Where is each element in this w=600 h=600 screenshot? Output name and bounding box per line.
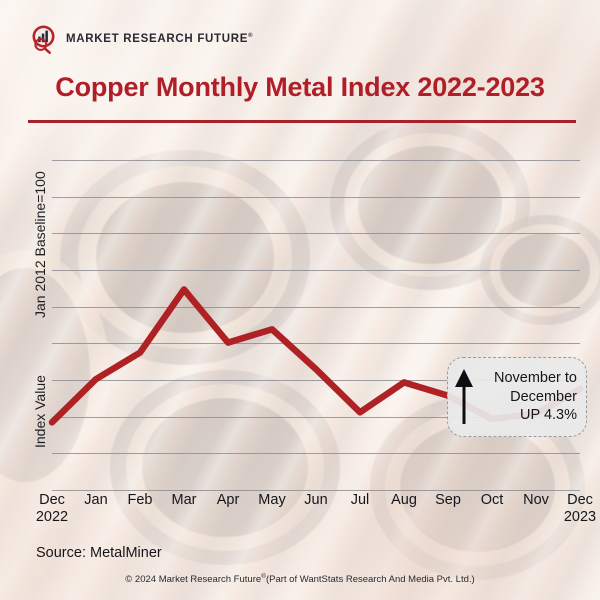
gridline — [52, 270, 580, 271]
x-axis-tick-month: Oct — [480, 492, 504, 508]
callout-text: November to December UP 4.3% — [480, 369, 577, 424]
x-axis-tick-month: Jun — [304, 492, 328, 508]
x-axis-tick: Jan — [68, 492, 124, 508]
gridline — [52, 307, 580, 308]
callout-line-2: December — [510, 388, 577, 405]
x-axis-tick: Apr — [200, 492, 256, 508]
callout-line-3: UP 4.3% — [520, 407, 577, 424]
x-axis: Dec 2022 Jan Feb Mar Apr May Jun Jul Aug Sep Oct Nov… — [36, 492, 596, 540]
gridline — [52, 343, 580, 344]
x-axis-tick: Jul — [332, 492, 388, 508]
x-axis-tick: Jun — [288, 492, 344, 508]
x-axis-tick-month: Sep — [435, 492, 461, 508]
x-axis-tick-year: 2022 — [35, 509, 69, 525]
y-axis-title-index-value: Index Value — [32, 375, 48, 448]
x-axis-tick: Dec 2022 — [24, 492, 80, 525]
x-axis-tick-month: May — [258, 492, 286, 508]
x-axis-tick-year: 2023 — [563, 509, 597, 525]
x-axis-tick: Nov — [508, 492, 564, 508]
x-axis-tick: Oct — [464, 492, 520, 508]
copyright-pre: © 2024 Market Research Future — [125, 574, 262, 586]
brand-name-text: MARKET RESEARCH FUTURE — [66, 33, 249, 45]
y-axis-title-baseline: Jan 2012 Baseline=100 — [32, 171, 48, 318]
callout-november-to-december: November to December UP 4.3% — [447, 357, 587, 437]
x-axis-tick-month: Nov — [523, 492, 549, 508]
x-axis-tick-month: Feb — [127, 492, 153, 508]
x-axis-tick-month: Apr — [216, 492, 240, 508]
copyright-registered: ® — [261, 573, 266, 580]
source-label: Source: MetalMiner — [36, 545, 162, 561]
gridline — [52, 160, 580, 161]
copper-index-line — [48, 286, 584, 426]
x-axis-tick: Aug — [376, 492, 432, 508]
x-axis-tick: Dec 2023 — [552, 492, 600, 525]
callout-line-1: November to — [493, 370, 577, 387]
gridline — [52, 197, 580, 198]
gridline — [52, 453, 580, 454]
gridline — [52, 233, 580, 234]
title-divider — [28, 120, 576, 123]
x-axis-tick: Sep — [420, 492, 476, 508]
copyright-post: (Part of WantStats Research And Media Pv… — [265, 574, 475, 586]
x-axis-tick-month: Dec — [567, 492, 593, 508]
x-axis-tick: Feb — [112, 492, 168, 508]
registered-mark: ® — [248, 33, 254, 40]
brand-name: MARKET RESEARCH FUTURE® — [66, 33, 253, 45]
x-axis-tick-month: Dec — [39, 492, 65, 508]
x-axis-tick-month: Jul — [350, 492, 370, 508]
copyright-notice: © 2024 Market Research Future®(Part of W… — [0, 573, 600, 585]
brand-logo: MARKET RESEARCH FUTURE® — [30, 22, 253, 56]
x-axis-tick-month: Jan — [84, 492, 108, 508]
x-axis-tick-month: Aug — [391, 492, 417, 508]
x-axis-tick: May — [244, 492, 300, 508]
plot-area — [48, 160, 584, 492]
gridline — [52, 417, 580, 418]
x-axis-tick-month: Mar — [171, 492, 197, 508]
gridline — [52, 380, 580, 381]
gridline — [52, 490, 580, 491]
page-title: Copper Monthly Metal Index 2022-2023 — [55, 72, 545, 102]
x-axis-tick: Mar — [156, 492, 212, 508]
up-arrow-icon — [455, 369, 473, 424]
magnifier-bar-chart-icon — [32, 25, 55, 54]
